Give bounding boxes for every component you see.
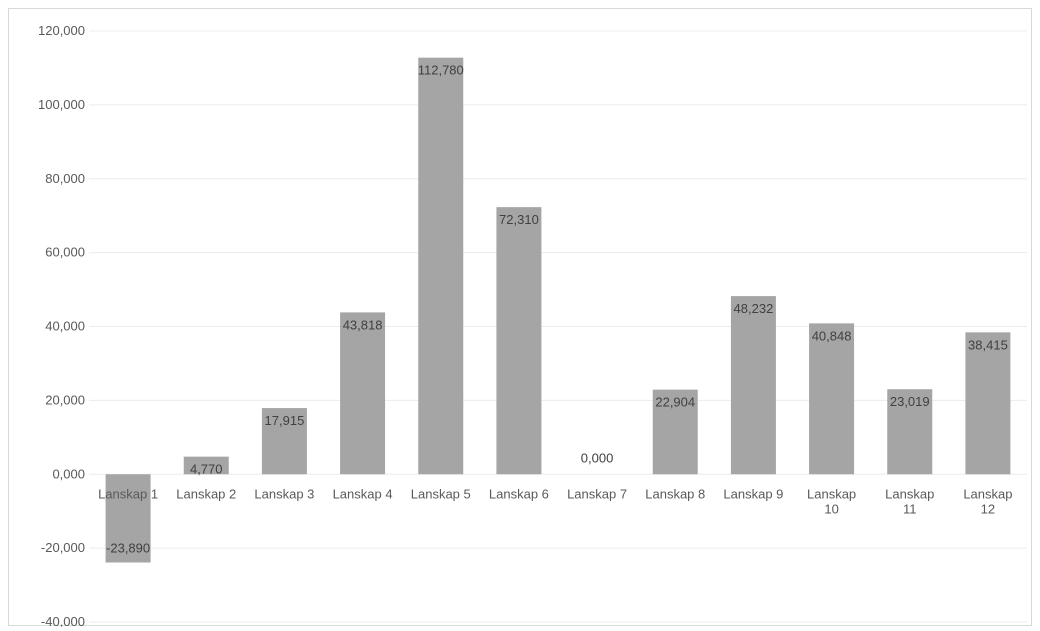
bar [418,57,464,475]
category-label: Lanskap 12 [963,486,1012,516]
category-label: Lanskap 6 [489,486,549,501]
y-tick-label: -20,000 [41,540,85,555]
bar [730,296,776,475]
bar [105,474,151,563]
category-label: Lanskap 4 [333,486,393,501]
y-tick-label: 0,000 [52,466,85,481]
x-axis-categories: Lanskap 1 Lanskap 2 Lanskap 3 Lanskap 4 Lans… [98,486,1012,516]
category-label: Lanskap 7 [567,486,627,501]
bar [809,323,855,475]
category-label: Lanskap 3 [254,486,314,501]
category-label-line: Lanskap 9 [723,486,783,501]
data-label: 38,415 [968,337,1008,352]
data-label: 72,310 [499,212,539,227]
category-label-line: Lanskap 1 [98,486,158,501]
bar [261,408,307,475]
bar [965,332,1011,475]
category-label-line: Lanskap 5 [411,486,471,501]
category-label-line: Lanskap 4 [333,486,393,501]
data-label: 4,770 [190,462,223,477]
category-label-line: 12 [981,501,995,516]
category-label-line: Lanskap 7 [567,486,627,501]
data-label: 22,904 [655,395,695,410]
category-label: Lanskap 9 [723,486,783,501]
bar [887,389,933,475]
category-label: Lanskap 11 [885,486,934,516]
category-label: Lanskap 5 [411,486,471,501]
y-axis-ticks: 120,000 100,000 80,000 60,000 40,000 20,000 0,… [38,23,85,627]
bar [496,207,542,475]
category-label: Lanskap 2 [176,486,236,501]
bar [652,389,698,475]
data-label: 40,848 [812,328,852,343]
bars [105,57,1011,563]
category-label-line: Lanskap 8 [645,486,705,501]
bar [183,456,229,475]
category-label-line: 10 [824,501,838,516]
category-label-line: Lanskap 2 [176,486,236,501]
category-label: Lanskap 10 [807,486,856,516]
y-tick-label: 20,000 [45,392,85,407]
category-label: Lanskap 8 [645,486,705,501]
bar-chart: 120,000100,00080,00060,00040,00020,0000,… [38,23,1027,627]
bar [340,312,386,475]
y-tick-label: -40,000 [41,614,85,627]
y-tick-label: 40,000 [45,319,85,334]
category-label: Lanskap 1 [98,486,158,501]
data-labels: -23,890 4,770 17,915 43,818 112,780 72,310 0,0… [106,63,1008,556]
y-tick-label: 80,000 [45,171,85,186]
y-tick-label: 60,000 [45,245,85,260]
gridlines [89,30,1027,623]
chart-area: 120,000 100,000 80,000 60,000 40,000 20,000 0,… [8,8,1032,627]
category-label-line: 11 [903,501,917,516]
data-label: 112,780 [418,63,464,78]
data-label: 43,818 [343,317,383,332]
data-label: 48,232 [734,301,774,316]
y-tick-label: 100,000 [38,97,85,112]
category-label-line: Lanskap 3 [254,486,314,501]
category-label-line: Lanskap [807,486,856,501]
y-tick-label: 120,000 [38,23,85,38]
data-label: -23,890 [106,540,150,555]
category-label-line: Lanskap [963,486,1012,501]
data-label: 0,000 [581,450,614,465]
data-label: 17,915 [265,413,305,428]
category-label-line: Lanskap [885,486,934,501]
category-label-line: Lanskap 6 [489,486,549,501]
data-label: 23,019 [890,394,930,409]
